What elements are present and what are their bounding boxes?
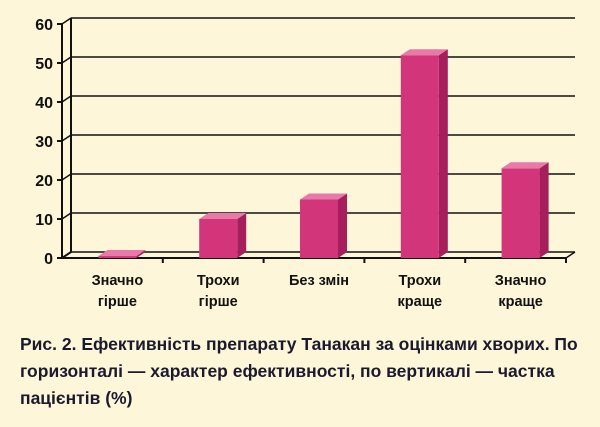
y-tick-label: 10 <box>35 212 53 229</box>
bar-top <box>199 213 247 219</box>
bar-front <box>300 199 338 258</box>
y-tick-label: 60 <box>35 17 53 34</box>
y-axis-ticks: 0 10 20 30 40 50 60 <box>35 17 53 268</box>
bar-chart: 0 10 20 30 40 50 60 Значно гірше Трохи гірше Без з… <box>35 17 576 310</box>
x-tick-label: Значно краще <box>495 273 547 310</box>
x-tick-label: Трохи краще <box>398 273 442 310</box>
bar-side <box>438 49 448 259</box>
bar-front <box>199 219 238 258</box>
x-tick-label-line: Трохи <box>197 273 240 289</box>
x-tick-label: Без змін <box>289 273 349 289</box>
bar <box>98 250 146 258</box>
x-tick-label-line: гірше <box>98 294 137 310</box>
x-tick-label: Значно гірше <box>92 273 144 310</box>
gridline-side <box>61 134 72 142</box>
bar-side <box>136 250 146 258</box>
bar-top <box>400 49 448 56</box>
bar-side <box>237 213 247 258</box>
x-tick-label-line: Без змін <box>289 273 349 289</box>
figure-caption: Рис. 2. Ефективність препарату Танакан з… <box>20 334 578 408</box>
bar-front <box>400 55 439 259</box>
bar-top <box>501 162 549 169</box>
bar-top <box>98 250 146 257</box>
bar <box>501 162 549 258</box>
y-tick-label: 0 <box>44 251 53 268</box>
bar-layer <box>98 49 549 259</box>
y-tick-label: 50 <box>35 56 53 73</box>
bar-front <box>501 168 540 258</box>
chart-svg: 0 10 20 30 40 50 60 Значно гірше Трохи гірше Без з… <box>35 17 576 310</box>
bar <box>400 49 448 259</box>
bar-top <box>300 193 347 200</box>
y-tick-label: 40 <box>35 95 53 112</box>
x-tick-label-line: Значно <box>92 273 144 289</box>
bar-side <box>338 193 347 258</box>
gridline-side <box>61 17 72 25</box>
x-tick-label-line: гірше <box>199 294 238 310</box>
x-tick-label-line: краще <box>398 294 442 310</box>
x-tick-label: Трохи гірше <box>197 273 240 310</box>
gridline-side <box>61 173 72 181</box>
gridline-side <box>61 56 72 64</box>
x-tick-label-line: краще <box>498 294 542 310</box>
gridline-side <box>61 212 72 220</box>
floor-edge-right <box>565 251 576 259</box>
bar-front <box>98 256 137 258</box>
x-tick-label-line: Значно <box>495 273 547 289</box>
bar-side <box>539 162 549 258</box>
bar <box>300 193 347 258</box>
gridline-side <box>61 95 72 103</box>
x-tick-label-line: Трохи <box>398 273 441 289</box>
bar <box>199 213 247 258</box>
y-tick-label: 30 <box>35 134 53 151</box>
y-tick-label: 20 <box>35 173 53 190</box>
